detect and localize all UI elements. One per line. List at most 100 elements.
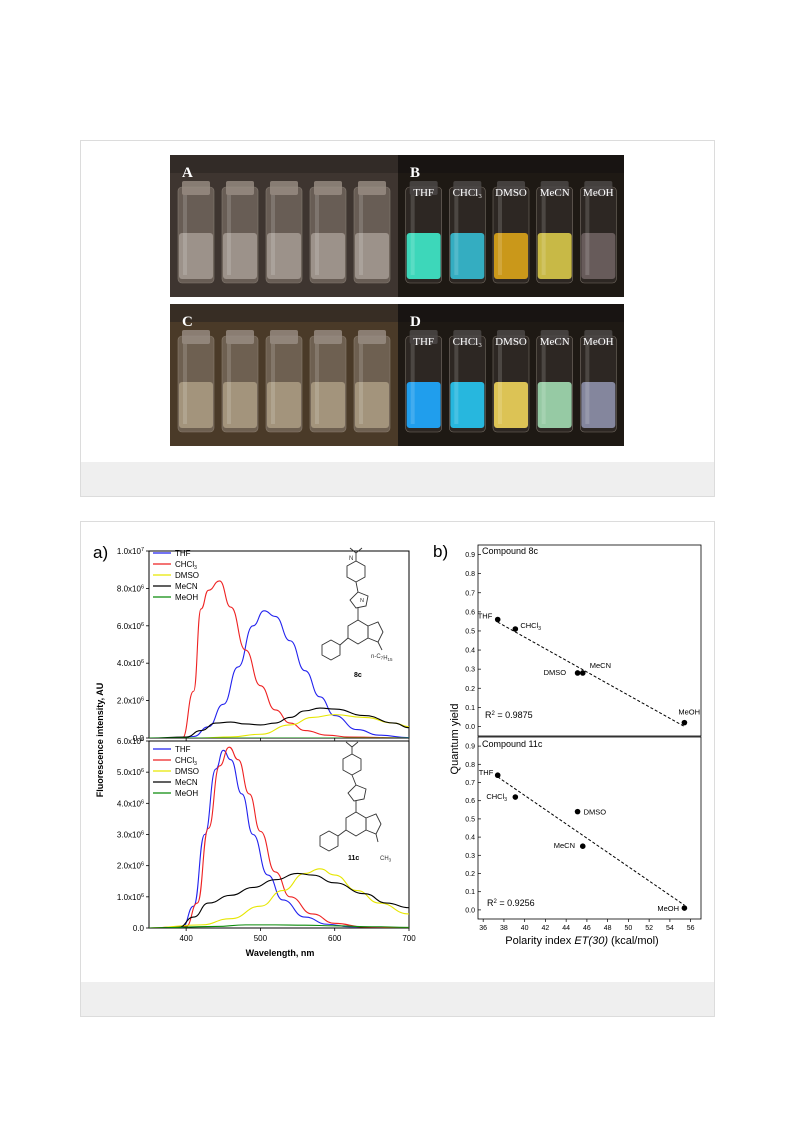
legend-label: MeCN (175, 582, 198, 591)
vial-highlight (454, 344, 459, 424)
series-line-dmso (149, 714, 409, 738)
vial-highlight (183, 344, 187, 424)
qy-point-thf (494, 616, 501, 623)
x-tick-label: 600 (328, 934, 342, 943)
photo-panel-letter: B (410, 165, 420, 181)
legend-label: THF (175, 745, 191, 754)
qy-x-tick-label: 50 (624, 925, 632, 932)
qy-x-tick-label: 56 (687, 925, 695, 932)
vial (449, 330, 486, 433)
vial-highlight (585, 344, 590, 424)
qy-y-tick-label: 0.9 (465, 552, 475, 559)
vial-liquid (581, 233, 616, 279)
qy-point-label: MeOH (657, 904, 679, 913)
vial-liquid (179, 233, 213, 279)
panel-C-svg: C (170, 304, 398, 446)
qy-point-label: THF (479, 768, 494, 777)
vial-liquid (355, 382, 389, 428)
y-tick-label: 3.0x106 (117, 831, 144, 840)
qy-point-label: MeOH (678, 708, 700, 717)
vial (492, 181, 530, 284)
vial-liquid (406, 233, 441, 279)
vial-neck (453, 181, 482, 195)
vial-liquid (311, 382, 345, 428)
qy-bottom-r2: R2 = 0.9256 (487, 898, 535, 908)
qy-fit-line (497, 621, 685, 727)
qy-point-thf (494, 772, 501, 779)
qy-point-chcl3 (512, 794, 519, 800)
structure-8c (321, 547, 384, 661)
qy-y-tick-label: 0.7 (465, 780, 475, 787)
vial (353, 181, 391, 284)
photo-panel-letter: D (410, 314, 421, 330)
figure-1-caption-bar (81, 462, 714, 496)
series-line-thf (149, 610, 409, 738)
qy-x-tick-label: 38 (500, 925, 508, 932)
vial-liquid (450, 233, 485, 279)
structure-8c-n-label: N (349, 556, 353, 562)
photo-panel-letter: A (182, 165, 193, 181)
legend-label: DMSO (175, 571, 199, 580)
qy-top-ticks: 0.0 0.1 0.2 0.3 0.4 0.5 0.6 0.7 0.8 0.9 (465, 552, 481, 731)
vial-liquid (581, 382, 616, 428)
qy-y-tick-label: 0.8 (465, 571, 475, 578)
vial (265, 181, 303, 284)
y-tick-label: 2.0x106 (117, 862, 144, 871)
qy-y-tick-label: 0.8 (465, 762, 475, 769)
spectra-top-lines (149, 580, 409, 738)
qy-x-tick-label: 44 (562, 925, 570, 932)
qy-x-tick-label: 48 (604, 925, 612, 932)
vial-liquid (494, 233, 528, 279)
structure-11c-label: 11c (348, 855, 359, 862)
vial-solvent-label: THF (413, 187, 434, 199)
vial (309, 330, 347, 433)
vial (177, 181, 215, 284)
qy-top-frame (477, 544, 702, 737)
x-tick-label: 500 (254, 934, 268, 943)
panel-A-svg: A (170, 155, 398, 297)
qy-y-tick-label: 0.1 (465, 705, 475, 712)
series-line-dmso (149, 868, 409, 928)
y-tick-label: 6.0x106 (117, 622, 144, 631)
photo-panel-C: C (170, 304, 398, 446)
qy-y-tick-label: 0.4 (465, 835, 475, 842)
vial-highlight (410, 195, 415, 275)
legend-label: MeOH (175, 789, 198, 798)
vial-solvent-label: MeCN (540, 336, 570, 348)
vial (405, 330, 442, 433)
qy-point-dmso (574, 670, 581, 676)
qy-top-points: THF CHCl3 DMSO MeCN MeOH (478, 611, 700, 727)
vial-solvent-label: DMSO (495, 336, 527, 348)
vial (265, 330, 303, 433)
vial-liquid (355, 233, 389, 279)
photo-panel-A: A (170, 155, 398, 297)
qy-point-chcl3 (512, 626, 519, 632)
panel-a-label: a) (93, 543, 108, 562)
vial-solvent-label: MeOH (583, 187, 614, 199)
vial-liquid (450, 382, 485, 428)
vial-neck (453, 330, 482, 344)
vial-highlight (585, 195, 590, 275)
vial-highlight (315, 344, 319, 424)
vial-neck (540, 181, 569, 195)
legend-label: DMSO (175, 767, 199, 776)
qy-point-meoh (681, 719, 688, 726)
vial-highlight (498, 195, 502, 275)
qy-y-tick-label: 0.0 (465, 907, 475, 914)
photo-panel-B: B THF CHCl₃ DMSO MeCN MeOH (398, 155, 624, 297)
vial-highlight (359, 195, 363, 275)
vial-liquid (223, 382, 257, 428)
vial (492, 330, 530, 433)
vial (580, 330, 617, 433)
y-tick-label: 5.0x106 (117, 768, 144, 777)
vial-neck (182, 330, 210, 344)
qy-y-tick-label: 0.2 (465, 686, 475, 693)
qy-point-meoh (681, 905, 688, 911)
qy-point-label: DMSO (544, 668, 567, 677)
panel-B-svg: B THF CHCl₃ DMSO MeCN MeOH (398, 155, 624, 297)
spectra-bottom-axis-ticks: 0.0 1.0x106 2.0x106 3.0x106 4.0x106 5.0x106 6.… (117, 737, 416, 943)
vial-liquid (267, 233, 301, 279)
vial-liquid (223, 233, 257, 279)
qy-point-mecn (579, 670, 586, 676)
